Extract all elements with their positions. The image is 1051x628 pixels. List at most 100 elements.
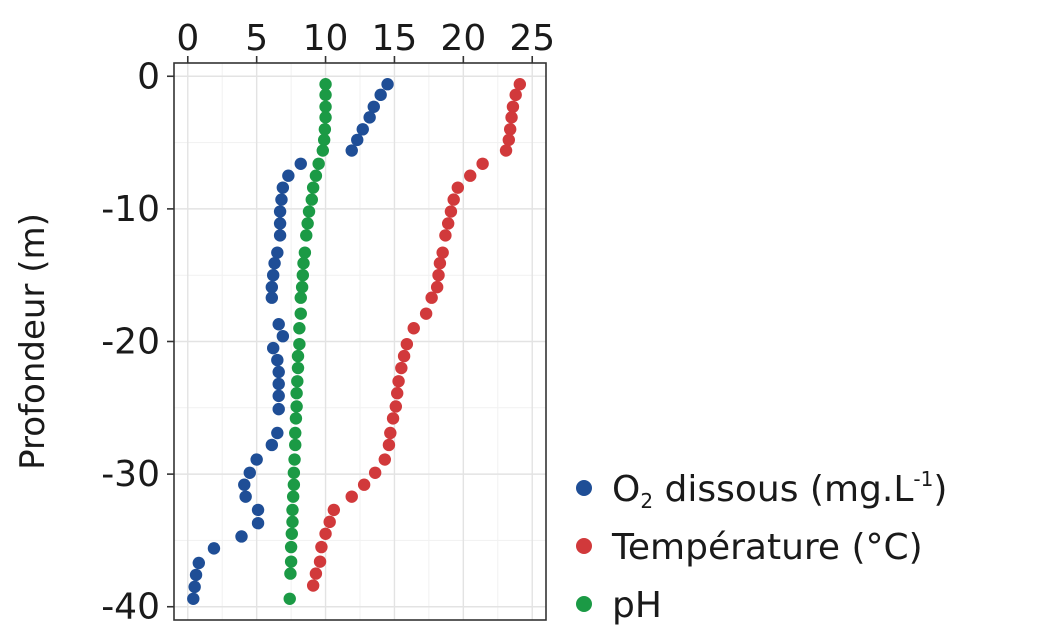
data-point — [295, 280, 309, 294]
data-point — [284, 555, 298, 568]
data-point — [351, 133, 364, 147]
data-point — [301, 217, 314, 230]
legend-label: O2 dissous (mg.L-1) — [612, 467, 947, 513]
data-point — [271, 426, 284, 440]
data-point — [272, 389, 285, 403]
data-point — [276, 329, 290, 343]
data-point — [284, 567, 297, 580]
data-point — [319, 88, 332, 102]
data-point — [384, 426, 397, 440]
legend-key — [576, 538, 592, 554]
data-point — [345, 490, 358, 503]
data-point — [392, 375, 405, 388]
x-tick-label: 15 — [372, 18, 418, 59]
data-point — [291, 361, 305, 375]
data-point — [506, 100, 520, 113]
data-point — [273, 205, 287, 218]
data-point — [447, 193, 460, 206]
data-point — [505, 111, 518, 124]
data-point — [239, 490, 252, 503]
data-point — [251, 503, 265, 517]
data-point — [272, 318, 285, 331]
data-point — [305, 193, 318, 206]
data-point — [265, 291, 279, 304]
data-point — [363, 111, 376, 124]
data-point — [319, 100, 332, 113]
data-point — [251, 516, 265, 530]
data-point — [318, 123, 332, 136]
data-point — [235, 530, 248, 543]
data-point — [439, 229, 452, 242]
x-tick-label: 10 — [303, 18, 349, 59]
data-point — [265, 280, 279, 294]
y-tick-label: -10 — [101, 189, 160, 230]
data-point — [319, 111, 332, 124]
data-point — [451, 181, 465, 194]
legend-key — [576, 480, 592, 496]
data-point — [367, 100, 380, 113]
data-point — [250, 453, 263, 466]
data-point — [433, 257, 447, 270]
data-point — [389, 400, 403, 413]
x-tick-label: 5 — [245, 18, 268, 59]
data-point — [294, 157, 307, 170]
data-point — [272, 402, 285, 416]
data-point — [503, 123, 517, 136]
legend-label: pH — [612, 585, 662, 626]
data-point — [288, 453, 301, 466]
data-point — [300, 229, 313, 242]
data-point — [313, 555, 327, 568]
data-point — [282, 169, 295, 182]
data-point — [238, 478, 251, 491]
data-point — [315, 540, 328, 554]
y-tick-label: -20 — [101, 322, 160, 363]
data-point — [400, 337, 414, 351]
data-point — [293, 322, 306, 335]
x-tick-label: 20 — [440, 18, 486, 59]
data-point — [291, 349, 305, 363]
data-point — [297, 257, 310, 270]
data-point — [207, 542, 221, 555]
axis-ticks: 0 5 10 15 20 25 0 -10 -20 -30 -40 — [101, 18, 555, 628]
y-tick-label: -40 — [101, 587, 160, 628]
data-point — [357, 478, 371, 491]
data-point — [289, 426, 302, 440]
data-point — [290, 400, 303, 413]
data-point — [272, 365, 285, 379]
series-2 — [283, 78, 332, 605]
data-point — [397, 349, 411, 363]
data-point — [444, 205, 458, 218]
data-point — [425, 291, 438, 304]
x-tick-label: 0 — [176, 18, 199, 59]
data-point — [323, 515, 336, 529]
data-point — [287, 478, 301, 491]
data-point — [290, 387, 303, 400]
data-point — [192, 556, 205, 570]
legend-label: Température (°C) — [611, 527, 923, 568]
data-point — [430, 280, 444, 294]
data-point — [283, 592, 296, 605]
y-tick-label: -30 — [101, 454, 160, 495]
data-point — [309, 567, 323, 580]
data-point — [345, 144, 358, 157]
legend-key — [576, 596, 592, 612]
data-point — [309, 169, 323, 182]
data-point — [395, 361, 408, 375]
data-point — [306, 181, 320, 194]
data-point — [509, 88, 522, 102]
data-point — [436, 246, 449, 259]
data-point — [327, 503, 341, 517]
y-tick-label: 0 — [137, 56, 160, 97]
data-point — [291, 375, 304, 388]
data-point — [271, 246, 284, 259]
data-point — [296, 268, 310, 282]
data-point — [286, 490, 300, 503]
data-point — [188, 580, 201, 594]
legend: O2 dissous (mg.L-1) Température (°C) pH — [576, 467, 947, 626]
data-point — [268, 257, 281, 270]
data-point — [419, 307, 433, 320]
data-point — [265, 438, 279, 452]
data-point — [285, 527, 298, 540]
data-point — [407, 322, 420, 335]
data-point — [275, 193, 288, 206]
